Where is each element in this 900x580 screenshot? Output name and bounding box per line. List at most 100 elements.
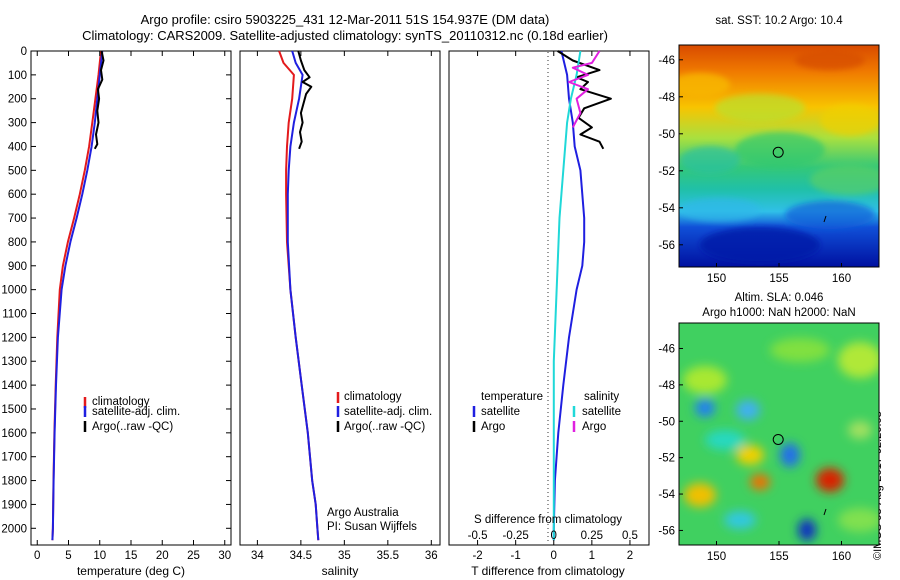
sla-map-xtick-label: 160 (832, 551, 851, 563)
s-difference-axis-label: S difference from climatology (474, 514, 622, 526)
depth-ytick-label: 1600 (1, 428, 27, 440)
sla-map-ytick-label: -52 (658, 453, 675, 465)
sst-map-xtick-label: 160 (832, 273, 851, 285)
diff-legend-sal-argo-label: Argo (582, 421, 606, 433)
sst-map-xtick-label: 150 (707, 273, 726, 285)
salinity-x-ticks: 34 34.5 35 35.5 36 (251, 51, 438, 562)
difference-top-tick-label: -0.25 (503, 530, 529, 542)
sla-map-ytick-label: -46 (658, 343, 675, 355)
legend-argo-label: Argo(..raw -QC) (92, 421, 173, 433)
sst-map-ytick-label: -56 (658, 240, 675, 252)
depth-ytick-label: 1200 (1, 332, 27, 344)
sla-map-ytick-label: -50 (658, 416, 675, 428)
difference-legend: temperature salinity satellite Argo sate… (472, 391, 621, 433)
sst-map-panel: sat. SST: 10.2 Argo: 10.4 150 155 160 -46-… (658, 15, 880, 285)
depth-ytick-label: 100 (8, 70, 27, 82)
depth-ytick-label: 1500 (1, 404, 27, 416)
sla-argo-marker (772, 433, 784, 445)
depth-ytick-label: 1900 (1, 499, 27, 511)
difference-top-tick-label: 0.5 (622, 530, 638, 542)
sla-x-ticks: 150 155 160 (707, 541, 851, 563)
sst-map-ytick-label: -48 (658, 92, 675, 104)
sla-map-xtick-label: 155 (769, 551, 788, 563)
diff-legend-sal-sat-label: satellite (582, 406, 621, 418)
sst-map-xtick-label: 155 (769, 273, 788, 285)
difference-top-tick-label: 0.25 (581, 530, 603, 542)
sst-map-ytick-label: -52 (658, 166, 675, 178)
sst-x-ticks: 150 155 160 (707, 263, 851, 285)
t-difference-axis-label: T difference from climatology (471, 564, 625, 578)
salinity-series-group (278, 50, 320, 541)
sst-y-ticks: -46 -48 -50 -52 -54 -56 (658, 55, 683, 252)
difference-axes-frame (448, 50, 650, 546)
difference-top-tick-label: 0 (551, 530, 557, 542)
temperature-xtick-label: 5 (65, 550, 71, 562)
sla-map-title-line1: Altim. SLA: 0.046 (735, 292, 824, 304)
difference-series-argo-line (557, 50, 612, 150)
depth-ytick-label: 2000 (1, 523, 27, 535)
depth-ytick-label: 1300 (1, 356, 27, 368)
salinity-xtick-label: 36 (425, 550, 438, 562)
difference-top-tick-label: -0.5 (468, 530, 488, 542)
temperature-xtick-label: 15 (125, 550, 138, 562)
sst-map-title: sat. SST: 10.2 Argo: 10.4 (715, 15, 843, 27)
depth-ytick-label: 900 (8, 261, 27, 273)
diff-legend-temp-argo-label: Argo (481, 421, 505, 433)
legend-climatology-label: climatology (92, 396, 150, 408)
depth-ytick-label: 1000 (1, 285, 27, 297)
difference-xtick-label: 1 (589, 550, 595, 562)
difference-series-sal_satellite-line (552, 50, 582, 541)
sst-map-ytick-label: -54 (658, 203, 675, 215)
sla-y-ticks: -46 -48 -50 -52 -54 -56 (658, 343, 683, 537)
temperature-xtick-label: 20 (156, 550, 169, 562)
depth-ytick-label: 200 (8, 94, 27, 106)
salinity-xtick-label: 34 (251, 550, 264, 562)
sla-map-panel: Altim. SLA: 0.046 Argo h1000: NaN h2000:… (658, 292, 880, 563)
sal-legend-argo-label: Argo(..raw -QC) (344, 421, 425, 433)
salinity-legend: climatology satellite-adj. clim. Argo(..… (336, 391, 432, 433)
depth-ytick-label: 400 (8, 141, 27, 153)
figure-title-line1: Argo profile: csiro 5903225_431 12-Mar-2… (140, 12, 550, 27)
difference-x-ticks: -2 -1 0 1 2 (472, 51, 633, 562)
sal-legend-climatology-label: climatology (344, 391, 402, 403)
temperature-xtick-label: 0 (34, 550, 40, 562)
sst-float-track (823, 215, 827, 223)
sla-patches (683, 338, 879, 541)
salinity-series-satellite-line (286, 50, 320, 541)
credit-line2: PI: Susan Wijffels (327, 521, 417, 533)
depth-ytick-label: 600 (8, 189, 27, 201)
salinity-xtick-label: 35.5 (377, 550, 399, 562)
temperature-xtick-label: 10 (93, 550, 106, 562)
sst-field (679, 45, 879, 267)
credit-line1: Argo Australia (327, 507, 399, 519)
figure-title-line2: Climatology: CARS2009. Satellite-adjuste… (82, 28, 608, 43)
sst-patches (679, 50, 879, 263)
salinity-series-argo-line (297, 50, 313, 150)
diff-legend-temp-header: temperature (481, 391, 543, 403)
difference-xtick-label: -2 (472, 550, 482, 562)
difference-top-ticks: -0.5 -0.25 0 0.25 0.5 (468, 530, 638, 542)
depth-ytick-label: 300 (8, 118, 27, 130)
depth-ytick-label: 1400 (1, 380, 27, 392)
depth-ytick-label: 0 (21, 46, 27, 58)
depth-ytick-label: 1100 (2, 309, 27, 321)
depth-ytick-label: 700 (8, 213, 27, 225)
temperature-x-ticks: 0 5 10 15 20 25 30 (34, 51, 231, 562)
depth-ytick-label: 800 (8, 237, 27, 249)
difference-series-sal_argo-line (568, 50, 601, 128)
salinity-x-axis-label: salinity (322, 564, 359, 578)
difference-series-group (552, 50, 612, 541)
diff-legend-sal-header: salinity (584, 391, 619, 403)
depth-ytick-label: 1800 (1, 476, 27, 488)
sla-map-xtick-label: 150 (707, 551, 726, 563)
difference-xtick-label: 2 (627, 550, 633, 562)
difference-xtick-label: -1 (511, 550, 521, 562)
difference-series-satellite-line (552, 50, 586, 541)
temperature-xtick-label: 30 (218, 550, 231, 562)
sst-argo-marker (772, 146, 784, 158)
temperature-panel: 0 5 10 15 20 25 30 0 100 200 300 400 500 600 700 800 90… (1, 46, 454, 578)
salinity-panel: 34 34.5 35 35.5 36 salinity climatology sate… (239, 50, 441, 578)
temperature-legend: climatology satellite-adj. clim. Argo(..… (83, 396, 180, 433)
depth-ytick-label: 500 (8, 165, 27, 177)
